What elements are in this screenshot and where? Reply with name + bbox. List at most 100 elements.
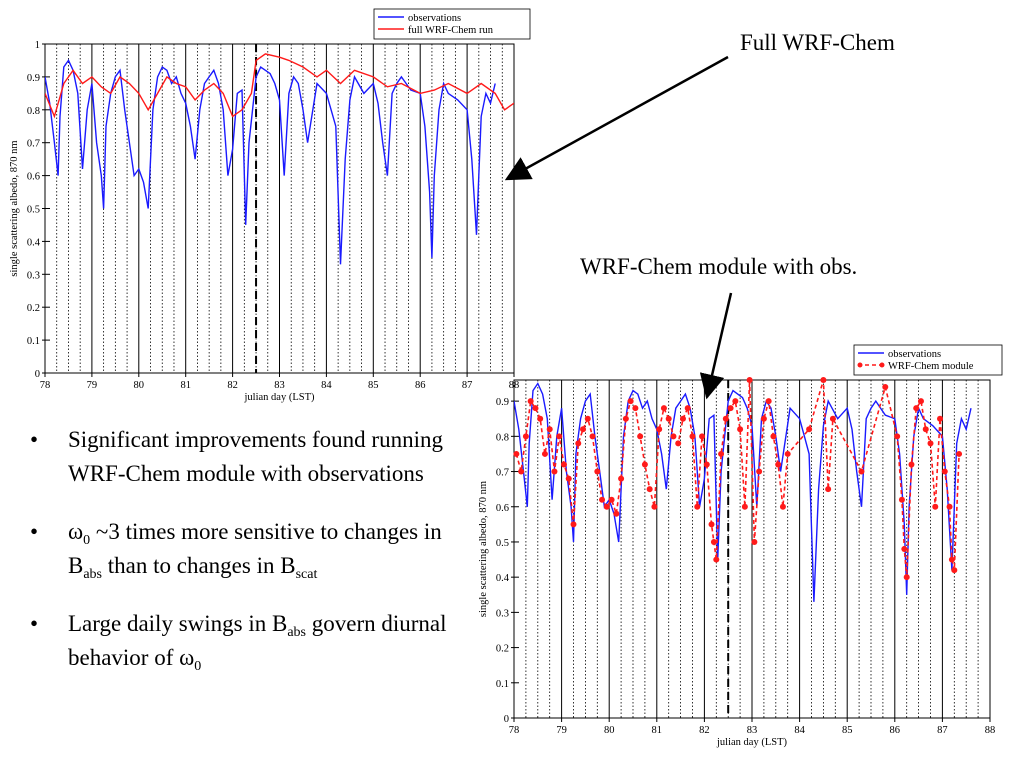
bullet-dot: • — [30, 611, 39, 636]
y-tick-label: 0.1 — [496, 679, 509, 690]
x-tick-label: 85 — [842, 725, 853, 736]
bullet-item: • Large daily swings in Babs govern diurn… — [30, 607, 470, 675]
data-point — [756, 468, 763, 475]
data-point — [594, 468, 601, 475]
data-point — [937, 415, 944, 422]
data-point — [622, 415, 629, 422]
data-point — [522, 433, 529, 440]
data-point — [584, 415, 591, 422]
data-point — [580, 426, 587, 433]
x-tick-label: 86 — [415, 380, 426, 391]
data-point — [948, 556, 955, 563]
data-point — [727, 405, 734, 412]
data-point — [770, 433, 777, 440]
x-axis-label: julian day (LST) — [244, 392, 315, 403]
x-tick-label: 83 — [747, 725, 758, 736]
data-point — [913, 405, 920, 412]
legend-label: observations — [888, 349, 941, 360]
legend-label: WRF-Chem module — [888, 361, 974, 372]
data-point — [551, 468, 558, 475]
bullet-dot: • — [30, 427, 39, 452]
text-segment: govern diurnal behavior of ω — [68, 611, 447, 670]
y-tick-label: 0.9 — [496, 397, 509, 408]
data-point — [820, 377, 827, 383]
text-segment: ~3 times more sensitive to changes in B — [68, 519, 442, 578]
x-tick-label: 80 — [134, 380, 145, 391]
y-tick-label: 0.7 — [27, 139, 40, 150]
data-point — [651, 503, 658, 510]
x-tick-label: 79 — [87, 380, 98, 391]
y-tick-label: 0.8 — [496, 432, 509, 443]
bullet-text: ω0 ~3 times more sensitive to changes in… — [68, 519, 442, 582]
legend-box — [853, 344, 1003, 376]
y-tick-label: 0.2 — [496, 644, 509, 655]
series-line-wrf-chem-module — [515, 380, 960, 578]
x-tick-label: 88 — [985, 725, 996, 736]
data-point — [760, 415, 767, 422]
data-point — [894, 433, 901, 440]
x-tick-label: 81 — [652, 725, 663, 736]
x-tick-label: 87 — [937, 725, 948, 736]
y-tick-label: 0.8 — [27, 106, 40, 117]
data-point — [932, 503, 939, 510]
data-point — [632, 405, 639, 412]
y-tick-label: 0.3 — [27, 270, 40, 281]
data-point — [565, 475, 572, 482]
data-point — [951, 567, 958, 574]
data-point — [829, 415, 836, 422]
y-tick-label: 0.7 — [496, 468, 509, 479]
data-point — [882, 384, 889, 391]
data-point — [660, 405, 667, 412]
x-axis-label: julian day (LST) — [716, 737, 787, 748]
y-tick-label: 0.6 — [496, 503, 509, 514]
bullet-dot: • — [30, 519, 39, 544]
text-segment: Large daily swings in B — [68, 611, 288, 636]
data-point — [570, 521, 577, 528]
data-point — [908, 461, 915, 468]
x-tick-label: 83 — [274, 380, 285, 391]
y-axis-label: single scattering albedo, 870 nm — [478, 481, 489, 617]
callout-module-with-obs: WRF-Chem module with obs. — [580, 254, 858, 279]
y-tick-label: 0.5 — [27, 205, 40, 216]
data-point — [518, 468, 525, 475]
data-point — [513, 450, 520, 457]
data-point — [751, 538, 758, 545]
data-point — [741, 503, 748, 510]
data-point — [898, 496, 905, 503]
y-tick-label: 0.2 — [27, 303, 40, 314]
data-point — [527, 398, 534, 405]
x-tick-label: 84 — [794, 725, 805, 736]
bullet-item: • ω0 ~3 times more sensitive to changes i… — [30, 515, 470, 583]
arrow-full-wrf-chem — [504, 55, 729, 181]
data-point — [737, 426, 744, 433]
data-point — [608, 496, 615, 503]
y-tick-label: 0.4 — [496, 573, 510, 584]
data-point — [665, 415, 672, 422]
data-point — [779, 503, 786, 510]
data-point — [710, 538, 717, 545]
text-segment: Significant improvements found running W… — [68, 427, 443, 486]
data-point — [922, 426, 929, 433]
series-line-full-wrf-chem-run — [45, 53, 514, 119]
data-point — [641, 461, 648, 468]
text-segment: than to changes in B — [102, 553, 296, 578]
y-tick-label: 0.6 — [27, 172, 40, 183]
data-point — [679, 415, 686, 422]
data-point — [670, 433, 677, 440]
data-point — [806, 426, 813, 433]
y-tick-label: 0.5 — [496, 538, 509, 549]
x-tick-label: 86 — [890, 725, 901, 736]
x-tick-label: 85 — [368, 380, 379, 391]
data-point — [656, 426, 663, 433]
data-point — [718, 450, 725, 457]
data-point — [589, 433, 596, 440]
y-tick-label: 0.1 — [27, 336, 40, 347]
data-point — [946, 503, 953, 510]
bullet-item: • Significant improvements found running … — [30, 423, 470, 491]
data-point — [746, 377, 753, 383]
y-tick-label: 1 — [35, 40, 40, 51]
data-point — [675, 440, 682, 447]
data-point — [732, 398, 739, 405]
data-point — [708, 521, 715, 528]
